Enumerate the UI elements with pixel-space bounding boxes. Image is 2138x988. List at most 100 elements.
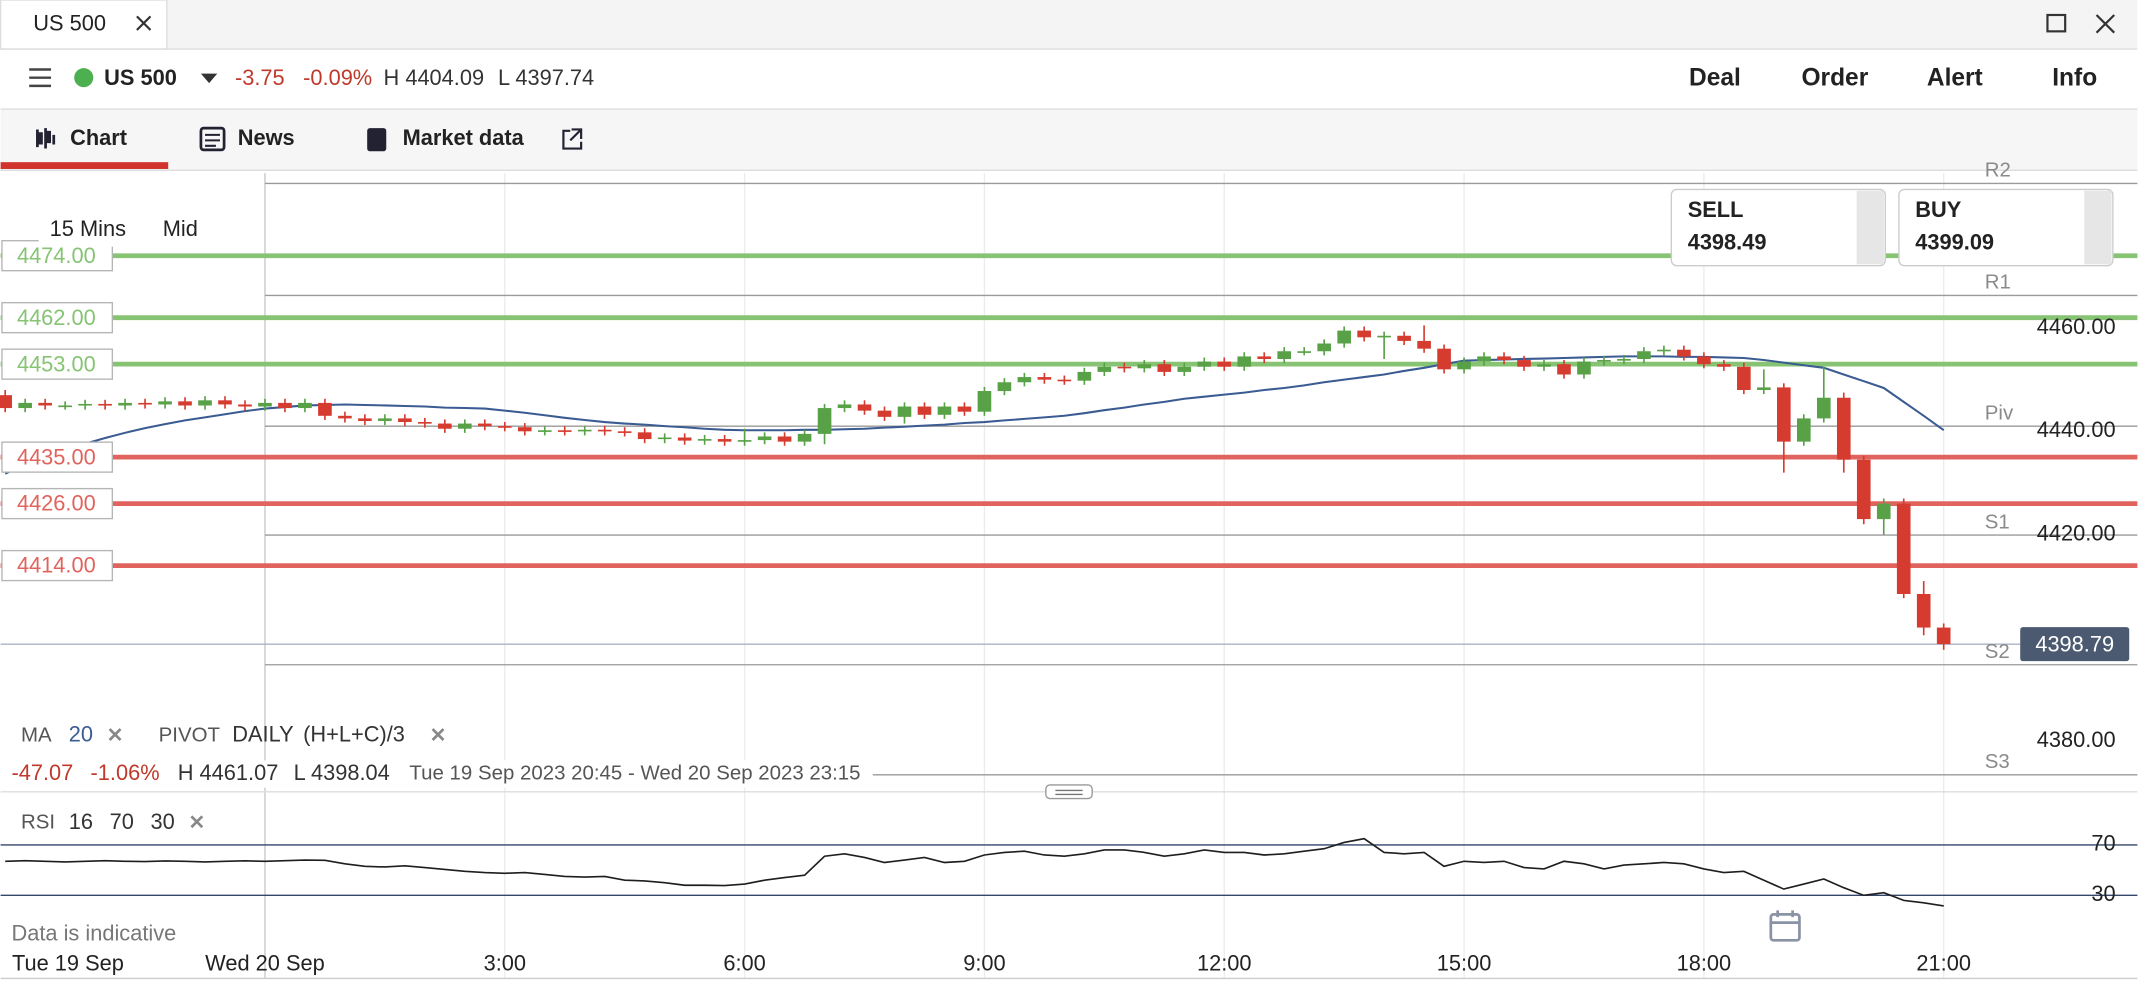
candle-body (1537, 364, 1551, 367)
candle-body (1717, 364, 1731, 367)
calendar-icon (1770, 910, 1800, 924)
remove-ma[interactable] (108, 728, 122, 741)
rsi-label[interactable]: RSI (21, 811, 55, 834)
period-range: Tue 19 Sep 2023 20:45 - Wed 20 Sep 2023 … (409, 761, 860, 784)
candle-body (78, 403, 92, 406)
candle-body (477, 423, 492, 427)
candle-body (1816, 397, 1831, 419)
candle-body (458, 423, 472, 429)
active-tab-indicator (0, 162, 169, 169)
ma-label[interactable]: MA (21, 723, 52, 746)
x-tick-label: 9:00 (963, 951, 1005, 976)
candle-body (1317, 343, 1331, 352)
market-data-tab[interactable]: Market data (403, 125, 525, 150)
period-change-pct: -1.06% (91, 760, 160, 785)
deal-button[interactable]: Deal (1689, 65, 1741, 92)
calendar-button[interactable] (1769, 913, 1801, 942)
external-link-icon[interactable] (562, 128, 583, 150)
buy-price[interactable]: 4399.09 (1915, 230, 1994, 255)
candle-body (1796, 418, 1811, 442)
x-tick-label: 6:00 (723, 951, 765, 976)
disclaimer: Data is indicative (11, 921, 176, 946)
remove-pivot[interactable] (431, 728, 445, 741)
buy-label[interactable]: BUY (1915, 197, 1961, 222)
pivot-label[interactable]: PIVOT (159, 723, 221, 746)
buy-button[interactable] (1898, 188, 2114, 267)
y-tick-label: 4460.00 (2037, 314, 2116, 339)
candle-body (218, 400, 232, 405)
candle-body (917, 406, 932, 415)
candle-body (497, 426, 512, 428)
candle-body (1517, 360, 1531, 367)
ma-period[interactable]: 20 (69, 722, 93, 747)
rsi-overbought[interactable]: 70 (110, 809, 134, 834)
candle-body (797, 433, 812, 442)
pivot-formula[interactable]: (H+L+C)/3 (303, 722, 405, 747)
close-tab[interactable] (136, 15, 152, 31)
chart-icon (36, 128, 56, 149)
order-button[interactable]: Order (1801, 65, 1868, 92)
interval[interactable]: 15 Mins (50, 216, 126, 241)
candle-body (1217, 361, 1232, 367)
remove-rsi[interactable] (190, 815, 204, 829)
level-label-box (1, 441, 114, 473)
candle-body (1836, 397, 1851, 460)
candle-body (957, 406, 972, 412)
candle-body (0, 395, 12, 409)
candle-body (198, 400, 212, 406)
rsi-oversold[interactable]: 30 (151, 809, 175, 834)
candle-body (757, 436, 772, 441)
window-tab[interactable] (0, 0, 168, 50)
candle-body (1457, 361, 1471, 370)
candle-body (1417, 340, 1431, 349)
sell-price[interactable]: 4398.49 (1688, 230, 1767, 255)
sell-button[interactable] (1670, 188, 1886, 267)
x-tick-label: 21:00 (1916, 951, 1971, 976)
candle-body (1237, 356, 1252, 367)
candle-body (1577, 361, 1591, 375)
news-tab[interactable]: News (238, 125, 295, 150)
dropdown[interactable] (200, 73, 218, 84)
y-tick-label: 4380.00 (2037, 727, 2116, 752)
maximize[interactable] (2046, 13, 2067, 33)
window-tab-label[interactable]: US 500 (33, 10, 106, 35)
instrument[interactable]: US 500 (104, 65, 177, 90)
level-label-box (1, 487, 114, 520)
x-tick-label: Wed 20 Sep (205, 951, 325, 976)
rsi-tick-label: 30 (2091, 881, 2115, 906)
tabs-bar (0, 109, 2138, 171)
candle-body (697, 439, 712, 441)
last-price: 4398.79 (2035, 631, 2114, 656)
candle-body (1177, 366, 1192, 372)
pivot-label: S1 (1985, 510, 2010, 533)
level-label: 4462.00 (17, 305, 96, 330)
x-tick-label: 15:00 (1437, 951, 1492, 976)
chart-background (0, 173, 2138, 979)
candle-body (398, 418, 412, 423)
info-button[interactable]: Info (2052, 65, 2097, 92)
candle-body (537, 430, 552, 432)
chart-tab[interactable]: Chart (70, 125, 127, 150)
candle-body (677, 437, 692, 441)
price-type[interactable]: Mid (163, 216, 198, 241)
candle-body (1397, 335, 1411, 341)
sell-label[interactable]: SELL (1688, 197, 1744, 222)
sell-strip (1856, 190, 1884, 265)
stats-bg (0, 760, 873, 788)
candle-body (577, 429, 592, 432)
candle-body (118, 402, 132, 406)
candle-body (1896, 503, 1911, 594)
pane-resize-handle[interactable] (1045, 784, 1093, 800)
x-tick-label: 18:00 (1677, 951, 1732, 976)
rsi-period[interactable]: 16 (69, 809, 93, 834)
y-tick-label: 4420.00 (2037, 520, 2116, 545)
candle-body (1477, 356, 1491, 362)
x-tick-label: Tue 19 Sep (12, 951, 124, 976)
menu[interactable] (29, 68, 52, 88)
candle-body (557, 430, 572, 432)
close-window[interactable] (2095, 14, 2116, 34)
pivot-period[interactable]: DAILY (232, 722, 294, 747)
alert-button[interactable]: Alert (1927, 65, 1983, 92)
